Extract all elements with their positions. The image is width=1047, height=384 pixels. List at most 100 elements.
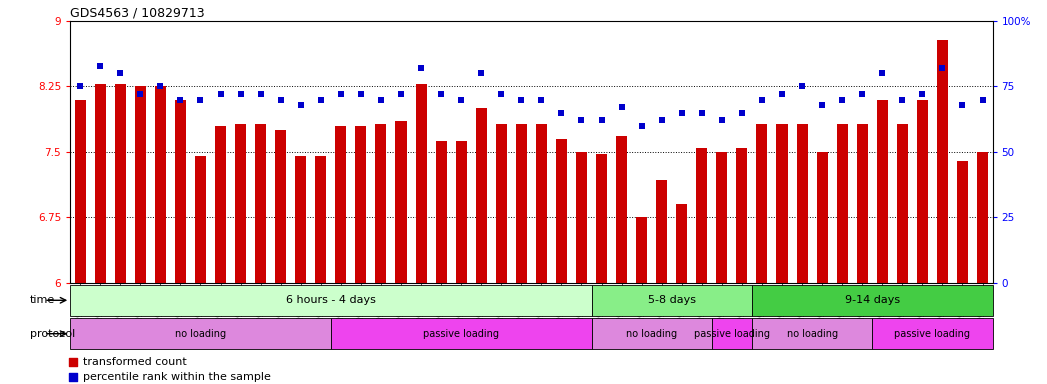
Bar (236, 124, 246, 283)
Bar (576, 152, 587, 283)
Point (653, 118, 670, 124)
Bar (455, 141, 467, 283)
Bar (416, 84, 426, 283)
Text: percentile rank within the sample: percentile rank within the sample (83, 372, 270, 382)
Point (112, 70, 129, 76)
Bar (752, 285, 993, 316)
Bar (856, 124, 868, 283)
Bar (70, 318, 331, 349)
Point (312, 96, 329, 103)
Bar (596, 154, 607, 283)
Point (299, 169, 316, 175)
Bar (696, 147, 708, 283)
Point (72, 83, 89, 89)
Point (333, 91, 350, 98)
Text: 5-8 days: 5-8 days (648, 295, 695, 305)
Bar (115, 84, 126, 283)
Point (252, 91, 269, 98)
Bar (957, 161, 968, 283)
Bar (175, 99, 186, 283)
Bar (74, 99, 86, 283)
Point (754, 96, 771, 103)
Point (413, 65, 429, 71)
Point (713, 118, 730, 124)
Bar (616, 136, 627, 283)
Bar (756, 124, 767, 283)
Bar (335, 126, 347, 283)
Text: GDS4563 / 10829713: GDS4563 / 10829713 (70, 7, 205, 20)
Point (132, 91, 149, 98)
Bar (475, 108, 487, 283)
Text: 9-14 days: 9-14 days (845, 295, 899, 305)
Point (533, 96, 550, 103)
Bar (155, 86, 165, 283)
Bar (837, 124, 848, 283)
Bar (897, 124, 908, 283)
Text: protocol: protocol (30, 329, 75, 339)
Point (633, 122, 650, 129)
Point (573, 118, 589, 124)
Point (553, 109, 570, 116)
Point (432, 91, 449, 98)
Point (954, 102, 971, 108)
Bar (70, 285, 592, 316)
Bar (937, 40, 948, 283)
Point (814, 102, 830, 108)
Bar (977, 152, 988, 283)
Text: no loading: no loading (175, 329, 226, 339)
Point (854, 91, 871, 98)
Point (894, 96, 911, 103)
Bar (436, 141, 447, 283)
Bar (556, 139, 566, 283)
Point (594, 118, 610, 124)
Bar (736, 147, 748, 283)
Bar (592, 318, 712, 349)
Bar (817, 152, 827, 283)
Text: time: time (30, 295, 55, 305)
Bar (355, 126, 366, 283)
Bar (315, 156, 327, 283)
Text: no loading: no loading (786, 329, 838, 339)
Text: no loading: no loading (626, 329, 677, 339)
Bar (396, 121, 406, 283)
Point (452, 96, 469, 103)
Point (353, 91, 370, 98)
Bar (275, 130, 286, 283)
Bar (255, 124, 266, 283)
Bar (876, 99, 888, 283)
Bar (872, 318, 993, 349)
Bar (752, 318, 872, 349)
Bar (496, 124, 507, 283)
Point (92, 63, 109, 69)
Point (794, 83, 810, 89)
Point (833, 96, 850, 103)
Bar (712, 318, 752, 349)
Bar (716, 152, 728, 283)
Text: 6 hours - 4 days: 6 hours - 4 days (286, 295, 376, 305)
Bar (135, 86, 146, 283)
Text: transformed count: transformed count (83, 357, 186, 367)
Bar (94, 84, 106, 283)
Point (172, 96, 188, 103)
Bar (676, 204, 687, 283)
Bar (376, 124, 386, 283)
Bar (777, 124, 787, 283)
Text: passive loading: passive loading (894, 329, 971, 339)
Point (292, 102, 309, 108)
Bar (797, 124, 807, 283)
Point (974, 96, 990, 103)
Bar (592, 285, 752, 316)
Point (152, 83, 169, 89)
Point (213, 91, 229, 98)
Point (393, 91, 409, 98)
Text: passive loading: passive loading (694, 329, 770, 339)
Point (693, 109, 710, 116)
Point (874, 70, 891, 76)
Bar (331, 318, 592, 349)
Text: passive loading: passive loading (423, 329, 499, 339)
Bar (215, 126, 226, 283)
Point (192, 96, 208, 103)
Bar (917, 99, 928, 283)
Point (673, 109, 690, 116)
Point (473, 70, 490, 76)
